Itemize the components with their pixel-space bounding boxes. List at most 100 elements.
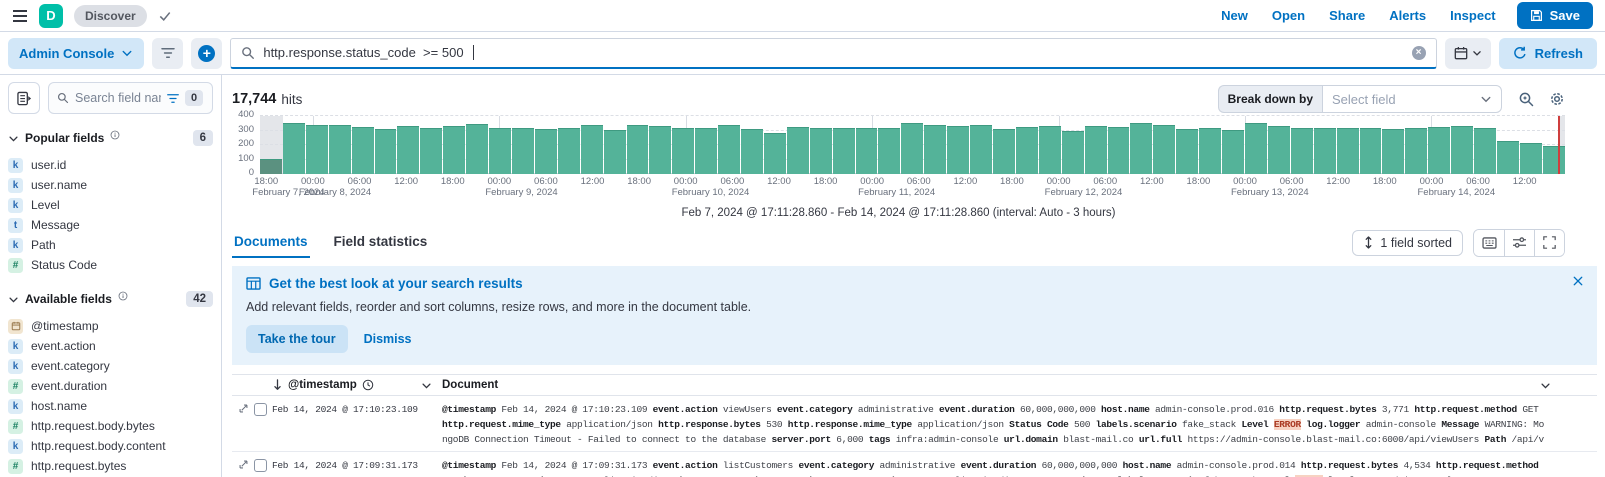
histogram-bar[interactable] [626, 125, 649, 174]
explore-in-lens-icon[interactable] [1518, 91, 1534, 107]
histogram-bar[interactable] [603, 129, 626, 174]
histogram-bar[interactable] [1153, 125, 1176, 174]
expand-row-icon[interactable] [238, 403, 249, 414]
field-item-event-duration[interactable]: # event.duration [8, 376, 213, 396]
histogram-bar[interactable] [970, 124, 992, 174]
breadcrumb-discover[interactable]: Discover [74, 4, 147, 27]
histogram-bar[interactable] [1428, 126, 1451, 174]
histogram-bar[interactable] [580, 125, 603, 174]
histogram-bar[interactable] [1038, 125, 1061, 174]
close-icon[interactable] [1572, 275, 1584, 287]
column-menu-chevron-icon[interactable] [421, 380, 432, 391]
histogram-bar[interactable] [695, 128, 718, 174]
histogram-bar[interactable] [1244, 122, 1267, 174]
field-item-Level[interactable]: k Level [8, 195, 213, 215]
histogram-bar[interactable] [1084, 126, 1107, 174]
field-filter-icon[interactable] [167, 93, 179, 104]
histogram-bar[interactable] [901, 122, 924, 174]
field-item-Path[interactable]: k Path [8, 235, 213, 255]
histogram-bar[interactable] [397, 125, 420, 174]
top-link-alerts[interactable]: Alerts [1389, 8, 1427, 23]
histogram-bar[interactable] [878, 127, 901, 174]
histogram-bar[interactable] [1107, 127, 1130, 174]
histogram-bar[interactable] [1015, 126, 1038, 174]
tab-documents[interactable]: Documents [232, 227, 310, 258]
column-menu-chevron-icon[interactable] [1540, 380, 1551, 391]
histogram-bar[interactable] [718, 124, 741, 174]
histogram-bar[interactable] [420, 128, 443, 174]
histogram-bar[interactable] [832, 128, 855, 174]
top-link-new[interactable]: New [1221, 8, 1248, 23]
collapse-sidebar-button[interactable] [8, 82, 40, 114]
add-filter-button[interactable]: + [191, 37, 223, 69]
histogram-bar[interactable] [1359, 127, 1382, 174]
histogram-bar[interactable] [1542, 146, 1565, 174]
histogram-bar[interactable] [443, 126, 466, 174]
histogram-bar[interactable] [649, 125, 672, 174]
histogram-bar[interactable] [763, 133, 786, 174]
histogram-bar[interactable] [1061, 130, 1084, 174]
histogram-bar[interactable] [466, 124, 489, 174]
field-search-box[interactable]: 0 [48, 82, 213, 114]
histogram-bar[interactable] [305, 124, 328, 174]
row-density-button[interactable] [1474, 229, 1504, 256]
histogram-bar[interactable] [511, 128, 534, 174]
histogram-bar[interactable] [1199, 127, 1222, 174]
histogram-bar[interactable] [374, 129, 397, 174]
field-item-user-name[interactable]: k user.name [8, 175, 213, 195]
histogram-bar[interactable] [282, 123, 305, 174]
histogram-bar[interactable] [1496, 140, 1519, 174]
histogram-bar[interactable] [260, 158, 282, 174]
histogram-bar[interactable] [557, 128, 580, 174]
checkmark-icon[interactable] [158, 10, 172, 22]
filter-menu-button[interactable] [152, 37, 184, 69]
menu-icon[interactable] [12, 9, 28, 23]
histogram-bar[interactable] [741, 129, 763, 174]
field-item-host-name[interactable]: k host.name [8, 396, 213, 416]
histogram-bar[interactable] [1382, 129, 1405, 174]
sorted-fields-button[interactable]: 1 field sorted [1352, 229, 1463, 256]
histogram-bar[interactable] [1405, 127, 1428, 174]
field-item-Status Code[interactable]: # Status Code [8, 255, 213, 275]
histogram-bar[interactable] [328, 125, 351, 174]
fullscreen-button[interactable] [1534, 229, 1564, 256]
field-item-http-request-body-content[interactable]: k http.request.body.content [8, 436, 213, 456]
breakdown-select[interactable]: Select field [1322, 85, 1502, 113]
take-tour-button[interactable]: Take the tour [246, 325, 348, 353]
histogram-bar[interactable] [1176, 129, 1199, 174]
histogram-bar[interactable] [809, 127, 832, 174]
row-checkbox[interactable] [254, 403, 267, 416]
section-header-popular-fields[interactable]: Popular fields 6 [8, 130, 213, 146]
tab-field-statistics[interactable]: Field statistics [333, 234, 428, 249]
top-link-share[interactable]: Share [1329, 8, 1366, 23]
histogram-bar[interactable] [855, 128, 878, 174]
histogram-bar[interactable] [947, 126, 970, 174]
field-item-user-id[interactable]: k user.id [8, 155, 213, 175]
field-item-http-request-body-bytes[interactable]: # http.request.body.bytes [8, 416, 213, 436]
date-picker-button[interactable] [1444, 37, 1491, 69]
grid-options-button[interactable] [1504, 229, 1534, 256]
field-item-Message[interactable]: t Message [8, 215, 213, 235]
histogram-bar[interactable] [1474, 127, 1496, 174]
field-item-http-request-bytes[interactable]: # http.request.bytes [8, 456, 213, 476]
histogram-bar[interactable] [993, 129, 1015, 174]
histogram-bar[interactable] [672, 128, 695, 174]
save-button[interactable]: Save [1516, 2, 1593, 29]
expand-row-icon[interactable] [238, 459, 249, 470]
histogram-bar[interactable] [1336, 128, 1359, 174]
histogram-bar[interactable] [1451, 126, 1474, 174]
histogram-bar[interactable] [1267, 126, 1290, 174]
section-header-available-fields[interactable]: Available fields 42 [8, 291, 213, 307]
histogram-bar[interactable] [489, 128, 511, 174]
histogram-bar[interactable] [786, 127, 809, 174]
dismiss-link[interactable]: Dismiss [363, 332, 412, 346]
field-item-event-category[interactable]: k event.category [8, 356, 213, 376]
data-view-picker[interactable]: Admin Console [8, 37, 145, 69]
field-search-input[interactable] [75, 91, 161, 105]
space-avatar[interactable]: D [39, 3, 63, 28]
hits-histogram[interactable]: 0 100 200 300 400 18:00 00:00 06:00 12:00 18:00 0… [232, 109, 1565, 201]
histogram-bar[interactable] [534, 128, 557, 174]
histogram-bar[interactable] [1313, 127, 1336, 174]
histogram-bar[interactable] [924, 125, 947, 174]
histogram-bar[interactable] [1290, 127, 1313, 174]
